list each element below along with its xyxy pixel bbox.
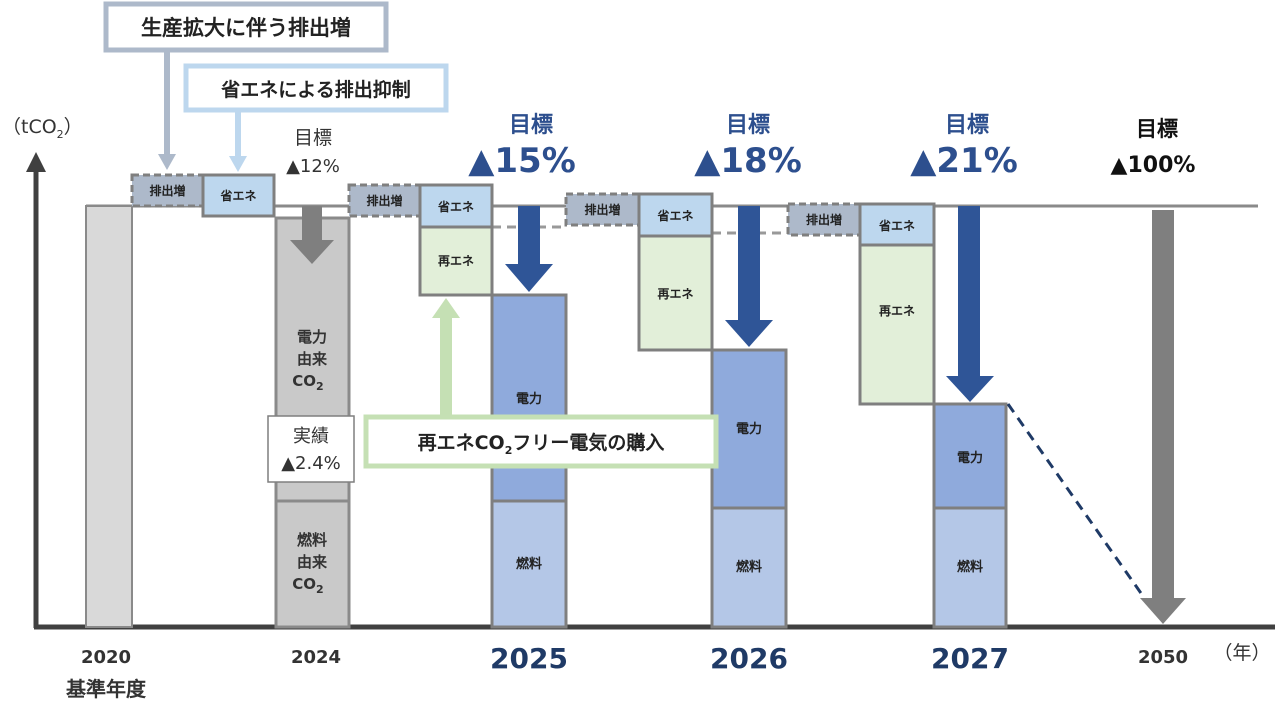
label-2026-fuel: 燃料 [736, 559, 762, 575]
y-axis-arrowhead [26, 152, 46, 172]
bar-2025-increase [347, 183, 422, 218]
arrow-2026-target [725, 206, 773, 347]
arrow-2024-target [290, 206, 334, 264]
x-tick-2025: 2025 [490, 642, 568, 675]
callout-renewable-arrow [432, 298, 460, 418]
callout-renewable-box [363, 414, 719, 469]
label-2024-electric-3: CO2 [292, 372, 323, 393]
label-2025-saving: 省エネ [437, 199, 474, 214]
callout-saving-arrow [229, 112, 247, 172]
bar-2025-saving [418, 183, 494, 229]
callout-increase-box [103, 1, 389, 53]
label-2026-saving: 省エネ [656, 208, 693, 223]
label-2027-saving: 省エネ [878, 218, 915, 233]
callout-increase-text: 生産拡大に伴う排出増 [141, 16, 351, 40]
target-2025-value: ▲15% [468, 141, 576, 181]
bar-2027-increase [786, 202, 862, 237]
y-unit-label: （tCO2） [2, 116, 83, 141]
label-2027-fuel: 燃料 [957, 559, 983, 575]
trend-line-2050 [1006, 403, 1152, 607]
bar-2020-increase [130, 173, 205, 208]
label-2026-increase: 排出増 [584, 202, 620, 217]
x-tick-base-year: 基準年度 [66, 677, 147, 701]
bar-2026-increase [564, 192, 641, 227]
label-2026-electric: 電力 [736, 421, 762, 437]
x-tick-2020: 2020 [81, 647, 131, 668]
actual-value: ▲2.4% [281, 453, 341, 474]
label-2024-electric-1: 電力 [297, 328, 327, 346]
x-tick-2024: 2024 [291, 647, 341, 668]
bar-2026-fuel [710, 506, 788, 629]
axes [26, 152, 1275, 630]
actual-box [267, 415, 355, 483]
bar-2027-fuel [932, 506, 1008, 629]
target-2026-label: 目標 [726, 113, 770, 138]
label-2020-increase: 排出増 [149, 183, 185, 198]
bar-2027-electric [932, 402, 1008, 510]
label-2024-fuel-3: CO2 [292, 575, 323, 596]
target-2025-label: 目標 [509, 113, 553, 138]
target-2026-value: ▲18% [694, 141, 802, 181]
label-2024-fuel-1: 燃料 [297, 531, 327, 549]
label-2025-fuel: 燃料 [516, 556, 542, 572]
x-tick-2050: 2050 [1138, 647, 1188, 668]
bar-2020-base [85, 205, 133, 628]
label-2027-electric: 電力 [957, 450, 983, 466]
bar-2026-renewable [637, 234, 714, 352]
target-2024-label: 目標 [294, 127, 332, 149]
bar-2024-fuel [274, 499, 351, 629]
bar-2025-fuel [490, 499, 568, 629]
callout-renewable-text: 再エネCO2フリー電気の購入 [418, 431, 665, 457]
bar-2020-saving [201, 173, 276, 218]
arrow-2025-target [505, 206, 553, 292]
label-2027-increase: 排出増 [806, 212, 842, 227]
callout-saving-text: 省エネによる排出抑制 [220, 78, 410, 101]
bar-2027-renewable [858, 243, 936, 406]
label-2025-renewable: 再エネ [438, 254, 474, 268]
bar-2025-renewable [418, 225, 494, 297]
target-2050-label: 目標 [1136, 117, 1178, 141]
arrow-2050-target [1140, 210, 1186, 624]
x-tick-2026: 2026 [710, 642, 788, 675]
bar-2027-saving [858, 202, 936, 247]
label-2024-electric-2: 由来 [297, 350, 328, 368]
target-2027-value: ▲21% [910, 141, 1018, 181]
target-2050-value: ▲100% [1111, 153, 1196, 178]
label-2024-fuel-2: 由来 [297, 553, 328, 571]
x-unit-label: （年） [1213, 642, 1270, 664]
actual-label: 実績 [293, 426, 329, 447]
callout-increase-arrow [158, 52, 176, 170]
target-2027-label: 目標 [945, 113, 989, 138]
target-2024-value: ▲12% [286, 156, 340, 177]
x-tick-2027: 2027 [931, 642, 1009, 675]
label-2026-renewable: 再エネ [657, 287, 693, 301]
callout-saving-box [183, 63, 449, 113]
arrow-2027-target [946, 206, 994, 402]
label-2025-increase: 排出増 [366, 193, 402, 208]
label-2027-renewable: 再エネ [879, 304, 915, 318]
label-2025-electric: 電力 [516, 391, 542, 407]
label-2020-saving: 省エネ [219, 188, 256, 203]
bar-2026-saving [637, 192, 714, 238]
